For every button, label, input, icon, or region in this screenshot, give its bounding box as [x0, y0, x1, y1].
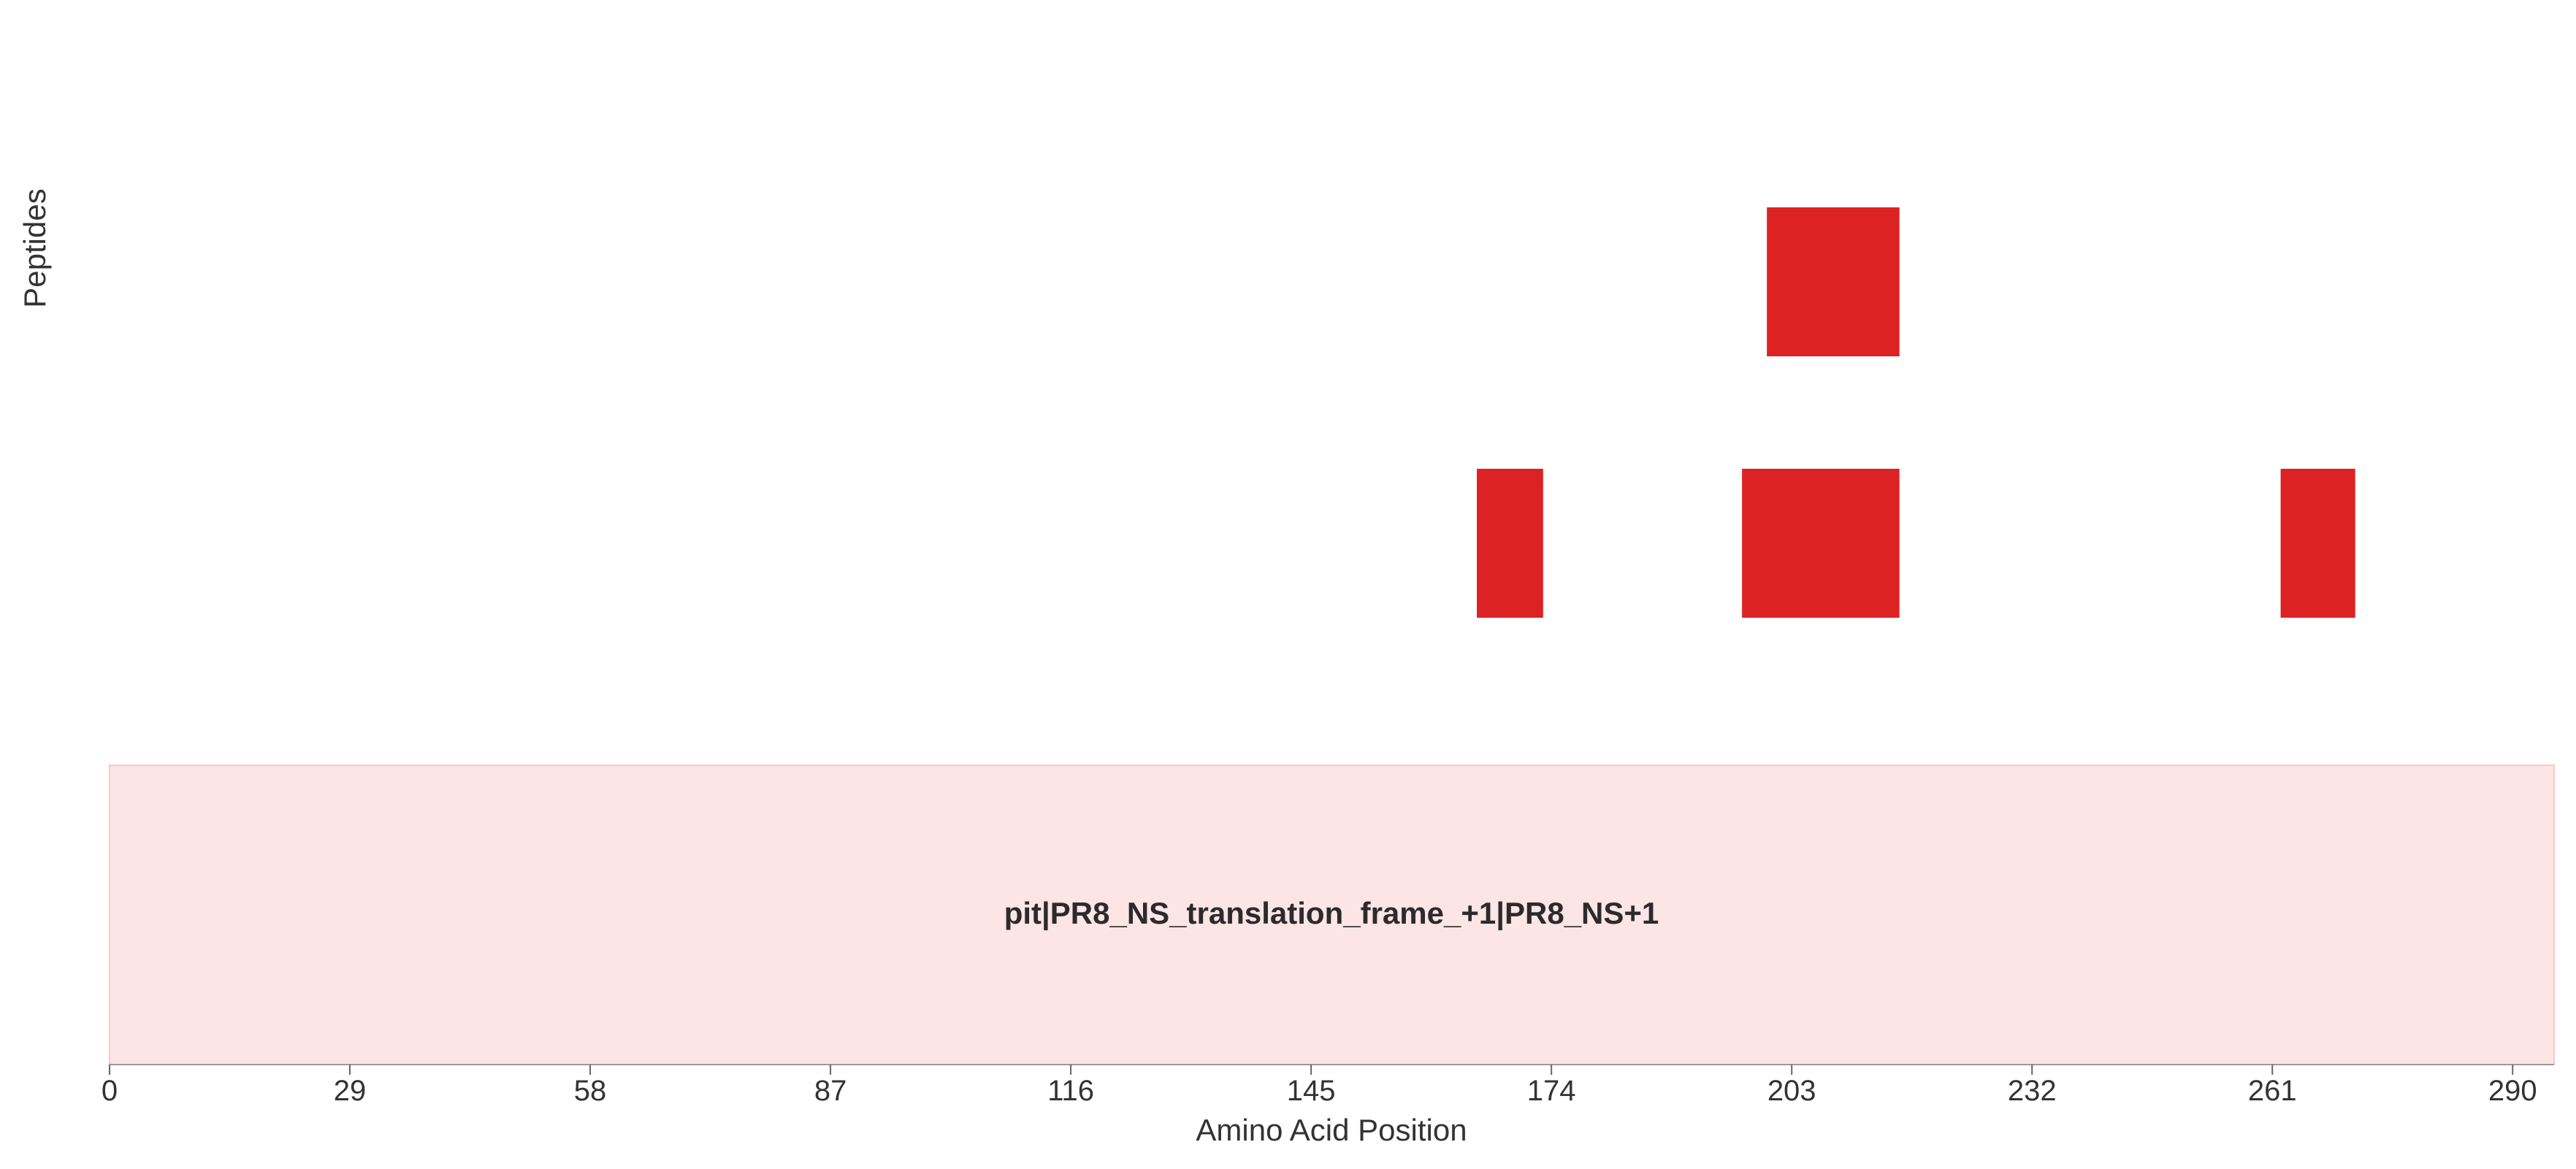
x-tick-label: 29 [334, 1075, 367, 1107]
protein-bar [109, 764, 2555, 1065]
x-tick-label: 145 [1287, 1075, 1336, 1107]
x-tick-label: 232 [2008, 1075, 2057, 1107]
x-tick-label: 261 [2248, 1075, 2297, 1107]
y-axis-title: Peptides [18, 188, 52, 307]
x-axis-ticks: 0 29 58 87 116 145 174 203 232 261 290 [102, 1065, 2537, 1107]
x-tick-label: 174 [1527, 1075, 1576, 1107]
peptide-2-1 [1477, 469, 1543, 618]
x-tick-label: 116 [1047, 1075, 1094, 1107]
protein-label: pit|PR8_NS_translation_frame_+1|PR8_NS+1 [1004, 896, 1659, 931]
x-tick-label: 290 [2488, 1075, 2537, 1107]
peptide-2-3 [2280, 469, 2355, 618]
x-tick-label: 203 [1767, 1075, 1816, 1107]
x-tick-label: 58 [574, 1075, 607, 1107]
x-tick-label: 87 [814, 1075, 847, 1107]
x-tick-label: 0 [102, 1075, 118, 1107]
x-axis-title: Amino Acid Position [1196, 1113, 1467, 1147]
peptide-2-2 [1742, 469, 1900, 618]
peptide-layer [1477, 207, 2355, 618]
peptide-1-1 [1767, 207, 1900, 356]
